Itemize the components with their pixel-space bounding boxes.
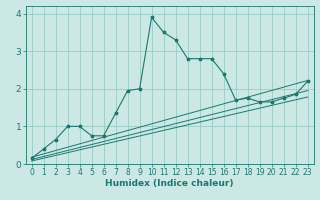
X-axis label: Humidex (Indice chaleur): Humidex (Indice chaleur) [105,179,234,188]
